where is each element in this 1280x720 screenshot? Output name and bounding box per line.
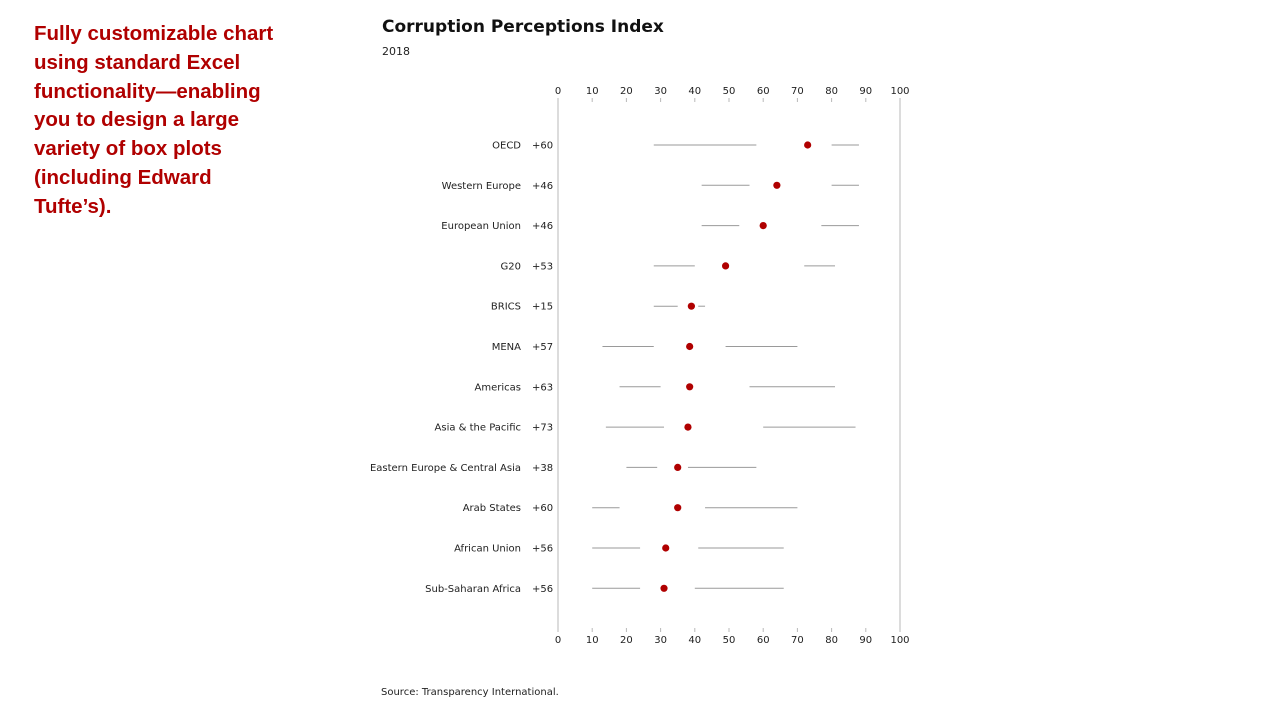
- region-label: MENA: [492, 342, 521, 353]
- plot-frame: [557, 102, 901, 628]
- tick-label-top: 40: [688, 86, 701, 97]
- row-0: OECD +60: [492, 141, 859, 152]
- region-label: Eastern Europe & Central Asia: [370, 463, 521, 474]
- median-point: [804, 141, 812, 149]
- row-9: Arab States +60: [463, 503, 798, 514]
- range-label: +46: [532, 181, 553, 192]
- row-5: MENA +57: [492, 342, 798, 353]
- tick-label-top: 90: [859, 86, 872, 97]
- caption-text: Fully customizable chart using standard …: [34, 22, 274, 218]
- tick-label-top: 30: [654, 86, 667, 97]
- tick-label-bottom: 20: [620, 635, 633, 646]
- chart-title: Corruption Perceptions Index: [382, 17, 664, 37]
- median-point: [684, 423, 692, 431]
- tick-label-bottom: 40: [688, 635, 701, 646]
- tick-label-top: 60: [757, 86, 770, 97]
- region-label: Americas: [475, 382, 521, 393]
- row-8: Eastern Europe & Central Asia +38: [370, 463, 757, 474]
- range-label: +15: [532, 302, 553, 313]
- tick-label-top: 100: [890, 86, 909, 97]
- row-4: BRICS +15: [491, 302, 706, 313]
- region-label: Asia & the Pacific: [435, 423, 521, 434]
- tick-label-top: 50: [723, 86, 736, 97]
- median-point: [687, 302, 695, 310]
- median-point: [686, 342, 694, 351]
- tick-label-bottom: 50: [723, 635, 736, 646]
- tick-label-bottom: 0: [555, 635, 561, 646]
- row-2: European Union +46: [441, 221, 859, 232]
- chart-subtitle: 2018: [382, 45, 410, 58]
- median-point: [759, 222, 767, 230]
- region-label: Sub-Saharan Africa: [425, 584, 521, 595]
- range-label: +73: [532, 423, 553, 434]
- range-label: +56: [532, 544, 553, 555]
- row-3: G20 +53: [501, 261, 836, 272]
- tick-label-bottom: 100: [890, 635, 909, 646]
- tick-label-bottom: 60: [757, 635, 770, 646]
- axis-ticks: 0 0 10 10 20 20 30 30 40 40 50 50 60 60 70 70 80 80 90 90 10…: [555, 86, 910, 646]
- median-point: [674, 504, 682, 512]
- range-label: +56: [532, 584, 553, 595]
- region-label: African Union: [454, 544, 521, 555]
- range-label: +63: [532, 382, 553, 393]
- range-label: +46: [532, 221, 553, 232]
- tick-label-bottom: 30: [654, 635, 667, 646]
- median-point: [686, 383, 694, 391]
- median-point: [721, 262, 730, 270]
- region-label: European Union: [441, 221, 521, 232]
- row-7: Asia & the Pacific +73: [435, 423, 856, 434]
- tick-label-top: 0: [555, 86, 561, 97]
- tick-label-top: 80: [825, 86, 838, 97]
- region-label: G20: [501, 261, 521, 272]
- tick-label-bottom: 10: [586, 635, 599, 646]
- tick-label-top: 20: [620, 86, 633, 97]
- median-point: [773, 181, 781, 189]
- median-point: [662, 544, 670, 552]
- region-label: Western Europe: [442, 181, 521, 192]
- tick-label-bottom: 70: [791, 635, 804, 646]
- row-10: African Union +56: [454, 544, 784, 555]
- data-rows: OECD +60 Western Europe +46 European Union +4…: [370, 141, 859, 595]
- range-label: +60: [532, 141, 553, 152]
- row-6: Americas +63: [475, 382, 836, 393]
- tick-label-bottom: 90: [859, 635, 872, 646]
- range-label: +60: [532, 503, 553, 514]
- tick-label-top: 70: [791, 86, 804, 97]
- row-11: Sub-Saharan Africa +56: [425, 584, 784, 595]
- region-label: OECD: [492, 141, 521, 152]
- range-label: +57: [532, 342, 553, 353]
- tick-label-bottom: 80: [825, 635, 838, 646]
- range-label: +53: [532, 261, 553, 272]
- tick-label-top: 10: [586, 86, 599, 97]
- region-label: Arab States: [463, 503, 521, 514]
- region-label: BRICS: [491, 302, 521, 313]
- median-point: [660, 584, 668, 592]
- range-label: +38: [532, 463, 553, 474]
- source-note: Source: Transparency International.: [381, 687, 559, 698]
- median-point: [674, 463, 682, 471]
- row-1: Western Europe +46: [442, 181, 859, 192]
